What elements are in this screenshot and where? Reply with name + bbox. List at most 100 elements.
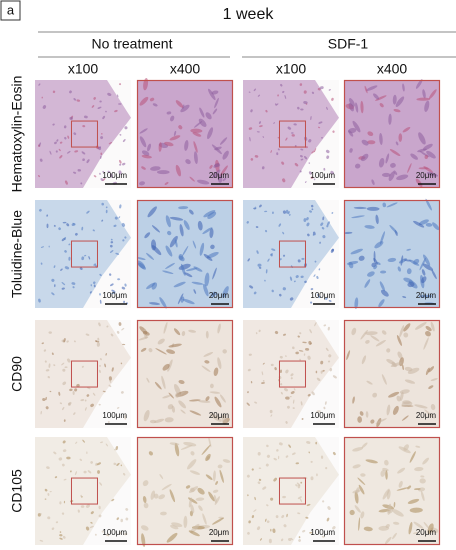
- cell: [73, 412, 76, 415]
- cell: [102, 170, 105, 173]
- cell: [365, 331, 378, 336]
- cell: [256, 526, 261, 531]
- cell: [315, 370, 318, 374]
- cell: [300, 158, 304, 161]
- cell: [398, 480, 403, 488]
- cell: [392, 521, 400, 525]
- cell: [169, 235, 178, 248]
- tissue: [35, 320, 131, 428]
- cell: [42, 105, 47, 109]
- cell: [310, 204, 314, 208]
- cell: [99, 482, 103, 486]
- cell: [120, 362, 123, 365]
- cell: [404, 379, 416, 384]
- cell: [63, 478, 67, 481]
- cell: [162, 270, 174, 275]
- cell: [139, 181, 146, 186]
- cell: [107, 92, 112, 96]
- cell: [379, 231, 385, 245]
- cell: [319, 241, 321, 244]
- cell: [248, 353, 252, 356]
- cell: [68, 243, 71, 246]
- cell: [97, 337, 100, 341]
- cell: [109, 250, 114, 253]
- cell: [204, 272, 210, 287]
- cell: [403, 444, 409, 451]
- cell: [107, 421, 110, 423]
- cell: [123, 472, 126, 476]
- cell: [325, 466, 328, 470]
- cell: [379, 132, 383, 145]
- cell: [84, 407, 87, 411]
- cell: [360, 329, 368, 340]
- cell: [98, 403, 101, 406]
- cell: [311, 150, 315, 154]
- cell: [47, 516, 51, 520]
- cell: [95, 340, 98, 343]
- cell: [293, 280, 296, 283]
- cell: [282, 210, 287, 214]
- cell: [193, 141, 198, 153]
- cell: [39, 513, 42, 516]
- cell: [422, 89, 426, 99]
- cell: [398, 133, 403, 142]
- cell: [311, 391, 315, 396]
- inset-marker: [70, 360, 98, 388]
- cell: [219, 137, 228, 145]
- inset-border: [136, 436, 234, 546]
- cell: [46, 466, 50, 469]
- cell: [305, 516, 309, 519]
- cell: [310, 288, 314, 291]
- cell: [62, 463, 65, 467]
- row-label: Hematoxylin-Eosin: [9, 76, 25, 193]
- cell: [173, 130, 177, 136]
- cell: [120, 518, 124, 523]
- cell: [370, 335, 380, 342]
- cell: [217, 357, 222, 369]
- cell: [280, 369, 282, 374]
- cell: [323, 406, 326, 410]
- cell: [85, 333, 90, 336]
- cell: [403, 323, 411, 332]
- cell: [380, 270, 387, 274]
- cell: [254, 401, 258, 404]
- cell: [290, 391, 295, 395]
- cell: [111, 289, 116, 293]
- cell: [366, 85, 378, 91]
- cell: [306, 217, 309, 221]
- cell: [328, 354, 332, 358]
- cell: [63, 419, 66, 423]
- cell: [332, 451, 336, 456]
- cell: [378, 509, 390, 513]
- cell: [100, 152, 103, 156]
- cell: [118, 103, 122, 105]
- cell: [116, 462, 120, 466]
- cell: [384, 459, 389, 466]
- cell: [413, 220, 425, 228]
- cell: [47, 376, 50, 379]
- cell: [389, 224, 398, 234]
- cell: [280, 391, 283, 395]
- cell: [62, 440, 66, 444]
- cell: [329, 368, 333, 372]
- micrograph: [35, 80, 131, 188]
- cell: [219, 469, 224, 483]
- cell: [313, 274, 316, 277]
- cell: [253, 509, 257, 512]
- cell: [209, 164, 213, 169]
- cell: [282, 231, 285, 235]
- figure-title: 1 week: [223, 6, 275, 23]
- cell: [330, 170, 334, 175]
- cell: [354, 163, 361, 169]
- cell: [425, 367, 430, 376]
- cell: [59, 531, 62, 533]
- cell: [317, 293, 319, 297]
- tissue: [243, 320, 339, 428]
- cell: [306, 222, 310, 227]
- cell: [257, 451, 261, 456]
- cell: [363, 526, 373, 532]
- cell: [294, 163, 299, 167]
- cell: [259, 125, 263, 128]
- column-label: x400: [377, 61, 408, 77]
- scale-bar-label: 20μm: [209, 171, 230, 180]
